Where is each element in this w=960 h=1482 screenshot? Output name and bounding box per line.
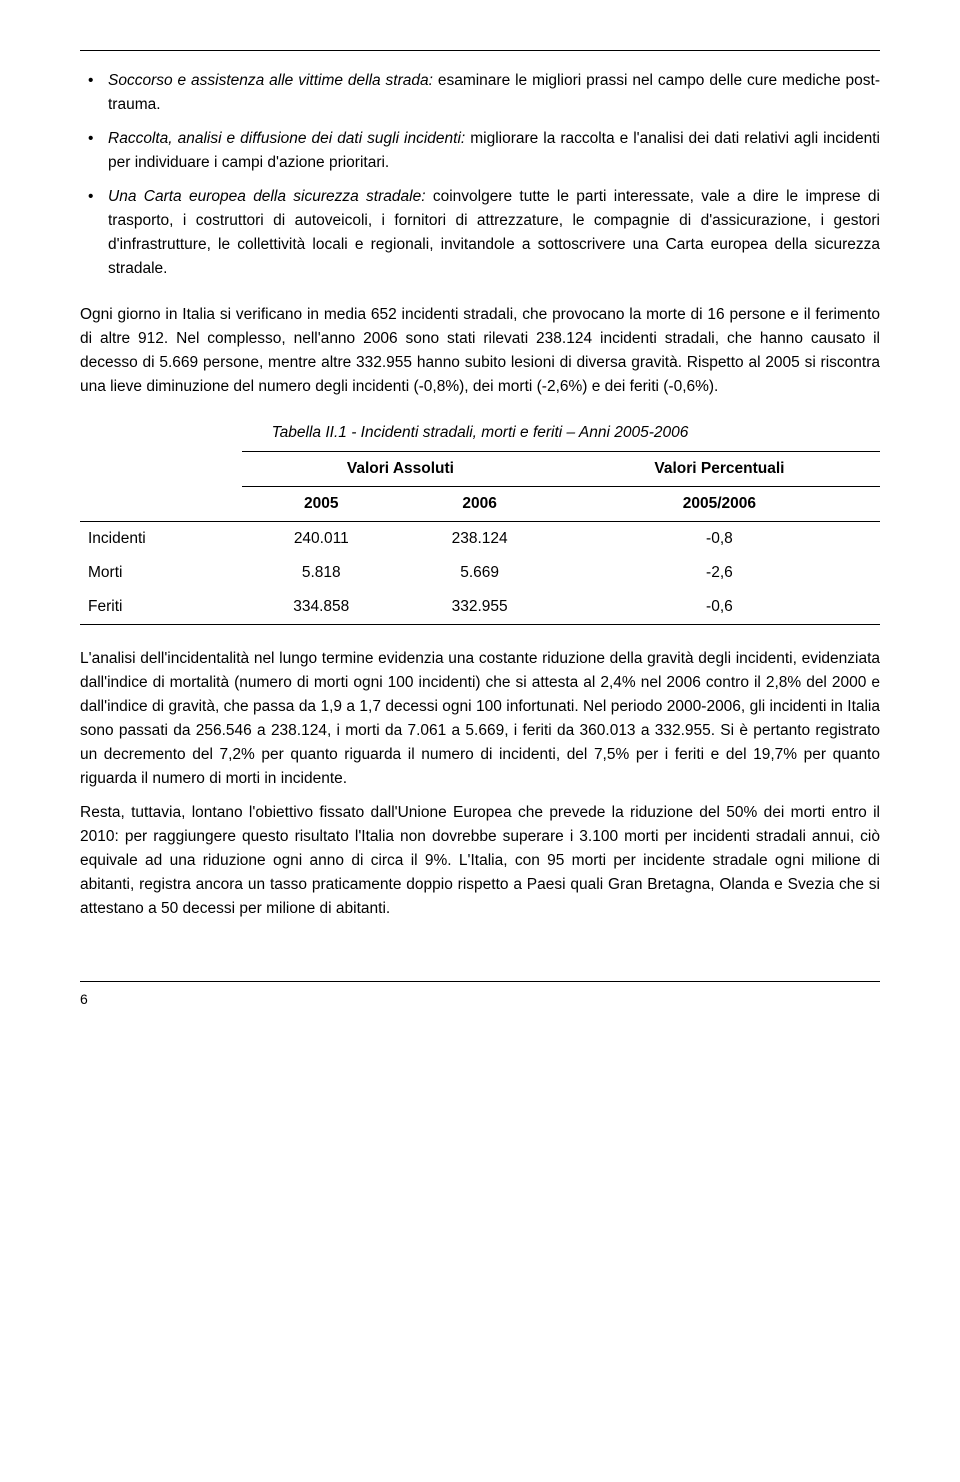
cell: 5.669 — [400, 556, 558, 590]
cell: -0,6 — [559, 590, 880, 625]
row-label: Incidenti — [80, 522, 242, 557]
bullet-list: Soccorso e assistenza alle vittime della… — [80, 69, 880, 281]
cell: 238.124 — [400, 522, 558, 557]
table-header-row-2: 2005 2006 2005/2006 — [80, 487, 880, 522]
cell: 5.818 — [242, 556, 400, 590]
bullet-title: Raccolta, analisi e diffusione dei dati … — [108, 130, 465, 147]
cell: -2,6 — [559, 556, 880, 590]
top-rule — [80, 50, 880, 51]
row-label: Morti — [80, 556, 242, 590]
bullet-item: Raccolta, analisi e diffusione dei dati … — [80, 127, 880, 175]
row-label: Feriti — [80, 590, 242, 625]
bottom-rule: 6 — [80, 981, 880, 1012]
page-number: 6 — [80, 991, 88, 1007]
bullet-title: Soccorso e assistenza alle vittime della… — [108, 72, 433, 89]
bullet-item: Soccorso e assistenza alle vittime della… — [80, 69, 880, 117]
data-table: Valori Assoluti Valori Percentuali 2005 … — [80, 451, 880, 625]
table-row: Feriti 334.858 332.955 -0,6 — [80, 590, 880, 625]
bullet-title: Una Carta europea della sicurezza strada… — [108, 188, 426, 205]
table-row: Incidenti 240.011 238.124 -0,8 — [80, 522, 880, 557]
col-2006: 2006 — [400, 487, 558, 522]
col-header-percent: Valori Percentuali — [559, 452, 880, 487]
table-caption: Tabella II.1 - Incidenti stradali, morti… — [80, 421, 880, 445]
col-2005: 2005 — [242, 487, 400, 522]
paragraph-3: Resta, tuttavia, lontano l'obiettivo fis… — [80, 801, 880, 921]
paragraph-2: L'analisi dell'incidentalità nel lungo t… — [80, 647, 880, 791]
table-row: Morti 5.818 5.669 -2,6 — [80, 556, 880, 590]
col-header-absolute: Valori Assoluti — [242, 452, 559, 487]
cell: 240.011 — [242, 522, 400, 557]
cell: 334.858 — [242, 590, 400, 625]
bullet-item: Una Carta europea della sicurezza strada… — [80, 185, 880, 281]
cell: 332.955 — [400, 590, 558, 625]
col-ratio: 2005/2006 — [559, 487, 880, 522]
paragraph-1: Ogni giorno in Italia si verificano in m… — [80, 303, 880, 399]
cell: -0,8 — [559, 522, 880, 557]
table-header-row-1: Valori Assoluti Valori Percentuali — [80, 452, 880, 487]
